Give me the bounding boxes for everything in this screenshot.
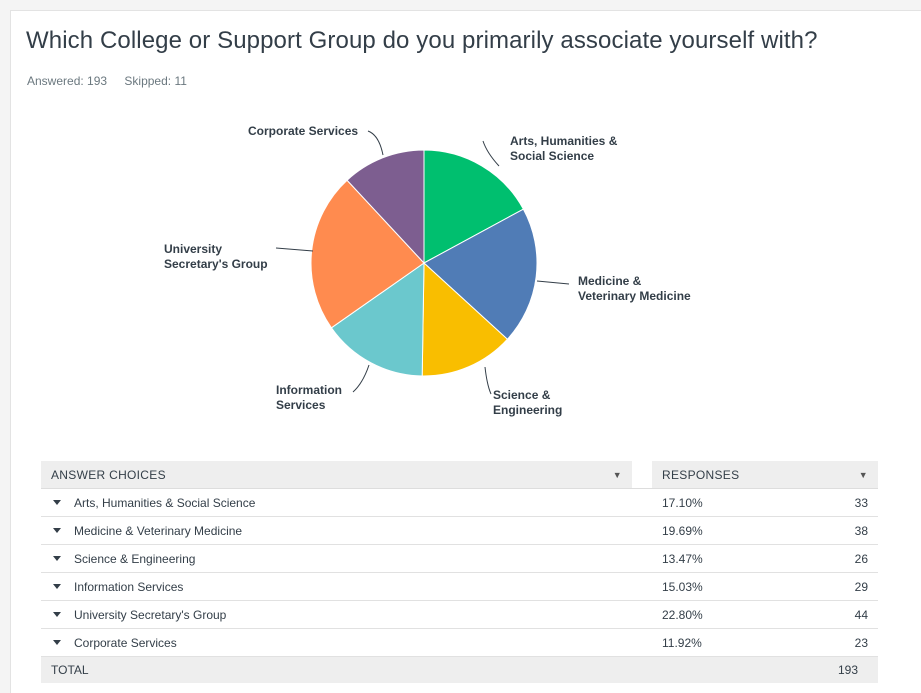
skipped-count: Skipped: 11 (124, 74, 187, 88)
pie-slice-medicine (423, 208, 538, 340)
choice-cell: Information Services (41, 572, 632, 601)
choice-label: Information Services (74, 579, 184, 594)
table-row: Arts, Humanities & Social Science 17.10%… (41, 488, 878, 517)
response-percent: 13.47% (662, 551, 703, 566)
table-row: University Secretary's Group 22.80% 44 (41, 600, 878, 629)
expand-caret-icon[interactable] (53, 584, 61, 590)
response-cell: 22.80% 44 (652, 600, 878, 629)
slice-label-line: Secretary's Group (164, 257, 268, 271)
slice-label-information-services: Information Services (276, 383, 342, 413)
response-cell: 19.69% 38 (652, 516, 878, 545)
response-cell: 17.10% 33 (652, 488, 878, 517)
choice-label: University Secretary's Group (74, 607, 227, 622)
response-percent: 15.03% (662, 579, 703, 594)
table-header-row: ANSWER CHOICES ▼ RESPONSES ▼ (41, 461, 878, 489)
slice-label-arts: Arts, Humanities & Social Science (510, 134, 617, 164)
responses-header[interactable]: RESPONSES ▼ (652, 461, 878, 489)
choice-label: Corporate Services (74, 635, 177, 650)
response-cell: 13.47% 26 (652, 544, 878, 573)
table-row: Information Services 15.03% 29 (41, 572, 878, 601)
leader-line-corporate-services (367, 130, 384, 156)
pie-chart (275, 130, 570, 395)
answer-choices-header[interactable]: ANSWER CHOICES ▼ (41, 461, 632, 489)
total-value: 193 (652, 656, 878, 683)
table-row: Corporate Services 11.92% 23 (41, 628, 878, 657)
response-count: 26 (854, 551, 868, 566)
slice-label-line: Arts, Humanities & (510, 134, 618, 148)
slice-label-line: Engineering (493, 403, 563, 417)
pie-slice-science (421, 261, 509, 377)
leader-line-information-services (352, 364, 370, 393)
leader-line-arts (482, 140, 500, 167)
response-count: 33 (854, 495, 868, 510)
cell-gap (632, 628, 652, 657)
sort-caret-icon[interactable]: ▼ (858, 469, 868, 480)
slice-label-line: Veterinary Medicine (578, 289, 691, 303)
responses-header-label: RESPONSES (662, 467, 740, 482)
response-count: 29 (854, 579, 868, 594)
response-count: 44 (854, 607, 868, 622)
cell-gap (632, 544, 652, 573)
choice-label: Medicine & Veterinary Medicine (74, 523, 243, 538)
slice-label-line: University (164, 242, 223, 256)
response-percent: 17.10% (662, 495, 703, 510)
slice-label-line: Medicine & (578, 274, 642, 288)
response-count: 23 (854, 635, 868, 650)
cell-gap (632, 656, 652, 683)
pie-slice-corporate-services (346, 149, 425, 265)
response-cell: 15.03% 29 (652, 572, 878, 601)
expand-caret-icon[interactable] (53, 640, 61, 646)
response-cell: 11.92% 23 (652, 628, 878, 657)
pie-slice-arts (423, 149, 525, 264)
choice-cell: University Secretary's Group (41, 600, 632, 629)
answered-count: Answered: 193 (27, 74, 108, 88)
slice-label-corporate-services: Corporate Services (248, 124, 358, 139)
choice-cell: Science & Engineering (41, 544, 632, 573)
choice-cell: Medicine & Veterinary Medicine (41, 516, 632, 545)
table-row: Medicine & Veterinary Medicine 19.69% 38 (41, 516, 878, 545)
response-stats: Answered: 193 Skipped: 11 (27, 74, 201, 88)
leader-line-university-secretary (275, 247, 314, 252)
responses-table: ANSWER CHOICES ▼ RESPONSES ▼ Arts, Human… (41, 461, 878, 683)
sort-caret-icon[interactable]: ▼ (612, 469, 622, 480)
choice-cell: Arts, Humanities & Social Science (41, 488, 632, 517)
table-row: Science & Engineering 13.47% 26 (41, 544, 878, 573)
expand-caret-icon[interactable] (53, 612, 61, 618)
total-row: TOTAL 193 (41, 656, 878, 683)
leader-line-science (484, 366, 492, 395)
choice-cell: Corporate Services (41, 628, 632, 657)
cell-gap (632, 516, 652, 545)
response-percent: 22.80% (662, 607, 703, 622)
response-percent: 11.92% (662, 635, 702, 650)
choice-label: Science & Engineering (74, 551, 196, 566)
choice-label: Arts, Humanities & Social Science (74, 495, 256, 510)
question-card: Which College or Support Group do you pr… (10, 10, 921, 693)
leader-line-medicine (536, 280, 570, 285)
slice-label-line: Services (276, 398, 326, 412)
question-title: Which College or Support Group do you pr… (26, 27, 818, 54)
slice-label-university-secretary: University Secretary's Group (164, 242, 268, 272)
slice-label-medicine: Medicine & Veterinary Medicine (578, 274, 691, 304)
slice-label-line: Science & (493, 388, 551, 402)
slice-label-line: Social Science (510, 149, 595, 163)
slice-label-line: Corporate Services (248, 124, 359, 138)
expand-caret-icon[interactable] (53, 500, 61, 506)
slice-label-science: Science & Engineering (493, 388, 562, 418)
expand-caret-icon[interactable] (53, 556, 61, 562)
total-label: TOTAL (41, 656, 632, 683)
expand-caret-icon[interactable] (53, 528, 61, 534)
answer-choices-header-label: ANSWER CHOICES (51, 467, 166, 482)
header-gap (632, 461, 652, 489)
cell-gap (632, 600, 652, 629)
slice-label-line: Information (276, 383, 342, 397)
cell-gap (632, 488, 652, 517)
response-percent: 19.69% (662, 523, 703, 538)
cell-gap (632, 572, 652, 601)
pie-slice-information-services (330, 262, 425, 377)
response-count: 38 (854, 523, 868, 538)
